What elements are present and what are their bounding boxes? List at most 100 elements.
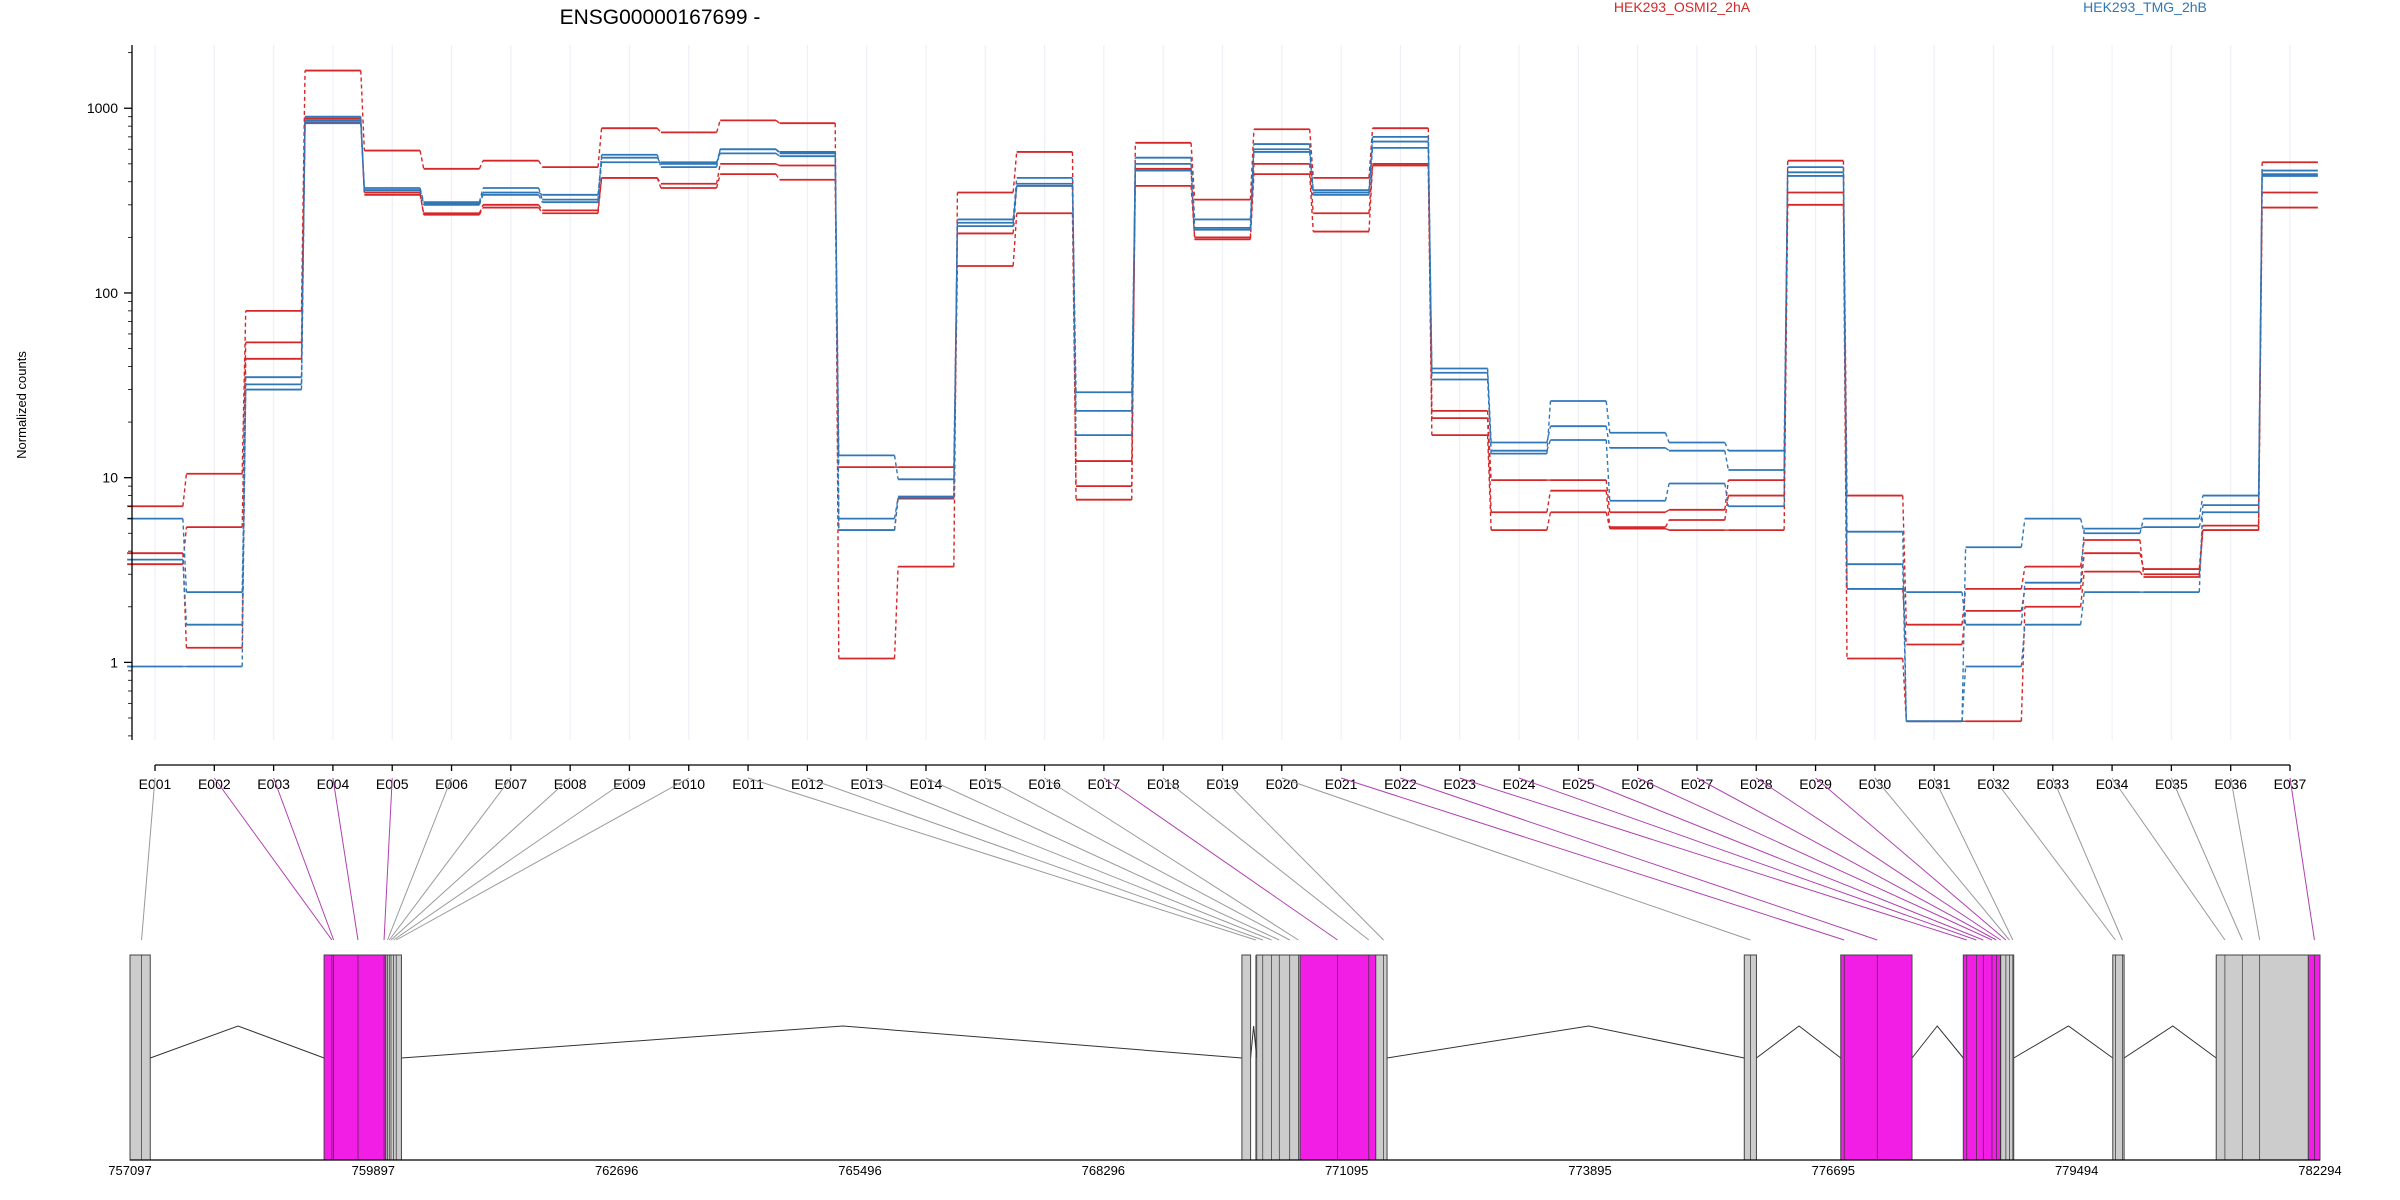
data-connector bbox=[478, 207, 484, 216]
genomic-coord-label-776695: 776695 bbox=[1812, 1163, 1855, 1178]
exon-map-line-e006 bbox=[387, 777, 452, 941]
x-tick-label-e031: E031 bbox=[1918, 776, 1951, 792]
data-connector bbox=[1546, 490, 1552, 513]
genomic-coord-label-762696: 762696 bbox=[595, 1163, 638, 1178]
data-connector bbox=[1605, 400, 1611, 433]
data-connector bbox=[2020, 624, 2026, 667]
data-connector bbox=[1665, 447, 1670, 452]
x-tick-label-e026: E026 bbox=[1621, 776, 1654, 792]
y-axis-label: Normalized counts bbox=[14, 351, 29, 459]
x-tick-label-e017: E017 bbox=[1088, 776, 1121, 792]
intron-connector bbox=[1386, 1025, 1745, 1059]
exon-block bbox=[129, 954, 151, 1161]
exon-map-line-e007 bbox=[388, 777, 512, 941]
chart-title: ENSG00000167699 - bbox=[560, 6, 761, 29]
data-connector bbox=[538, 160, 543, 168]
exon-map-line-e009 bbox=[393, 777, 630, 941]
data-connector bbox=[1961, 592, 1967, 625]
genomic-coord-label-757097: 757097 bbox=[108, 1163, 151, 1178]
x-tick-label-e023: E023 bbox=[1443, 776, 1476, 792]
y-tick-label-1: 1 bbox=[110, 654, 118, 670]
data-connector bbox=[182, 559, 188, 625]
data-connector bbox=[1902, 588, 1907, 593]
data-connector bbox=[715, 173, 721, 189]
x-tick-label-e013: E013 bbox=[850, 776, 883, 792]
data-connector bbox=[2020, 606, 2026, 722]
data-connector bbox=[1902, 564, 1907, 722]
data-connector bbox=[715, 149, 721, 165]
x-tick-label-e008: E008 bbox=[554, 776, 587, 792]
data-connector bbox=[1190, 142, 1196, 200]
data-connector bbox=[656, 177, 662, 189]
data-connector bbox=[1664, 519, 1670, 528]
exon-block bbox=[1299, 954, 1377, 1161]
data-connector bbox=[2198, 495, 2204, 519]
x-tick-label-e002: E002 bbox=[198, 776, 231, 792]
x-tick-label-e024: E024 bbox=[1503, 776, 1536, 792]
data-connector bbox=[2198, 512, 2204, 528]
exon-map-line-e018 bbox=[1162, 777, 1370, 941]
exon-map-line-e023 bbox=[1459, 777, 1967, 941]
exon-block bbox=[1241, 954, 1252, 1161]
data-connector bbox=[2020, 582, 2026, 625]
data-connector bbox=[182, 527, 188, 565]
x-tick-label-e034: E034 bbox=[2096, 776, 2129, 792]
exon-map-line-e019 bbox=[1222, 777, 1384, 941]
exon-block bbox=[323, 954, 387, 1161]
exon-map-line-e030 bbox=[1874, 777, 2010, 941]
data-connector bbox=[1486, 435, 1492, 531]
data-connector bbox=[834, 156, 840, 456]
data-connector bbox=[360, 120, 366, 191]
exon-map-line-e025 bbox=[1578, 777, 1984, 941]
genomic-coord-label-782294: 782294 bbox=[2298, 1163, 2341, 1178]
data-connector bbox=[1902, 495, 1907, 625]
data-connector bbox=[1546, 400, 1552, 454]
data-connector bbox=[1961, 666, 1967, 722]
series-tmg-5 bbox=[127, 115, 2318, 626]
data-connector bbox=[419, 192, 425, 215]
data-connector bbox=[300, 70, 306, 311]
data-connector bbox=[775, 163, 780, 167]
data-connector bbox=[1486, 418, 1492, 513]
intron-connector bbox=[2123, 1025, 2217, 1059]
x-tick-label-e029: E029 bbox=[1799, 776, 1832, 792]
data-connector bbox=[1012, 213, 1018, 267]
data-connector bbox=[1427, 141, 1433, 380]
data-connector bbox=[1308, 163, 1314, 214]
exon-map-line-e016 bbox=[1044, 777, 1299, 941]
gridlines bbox=[154, 45, 2291, 740]
data-connector bbox=[1783, 175, 1789, 507]
data-connector bbox=[360, 116, 366, 191]
intron-connector bbox=[1756, 1025, 1842, 1059]
data-connector bbox=[419, 150, 425, 169]
data-connector bbox=[241, 310, 247, 474]
data-connector bbox=[1190, 163, 1196, 228]
exon-block bbox=[2215, 954, 2309, 1161]
exon-map-line-e029 bbox=[1815, 777, 2007, 941]
genomic-coord-label-773895: 773895 bbox=[1568, 1163, 1611, 1178]
x-tick-label-e016: E016 bbox=[1028, 776, 1061, 792]
exon-map-line-e003 bbox=[273, 777, 335, 941]
genomic-coord-label-768296: 768296 bbox=[1082, 1163, 1125, 1178]
data-connector bbox=[2139, 571, 2145, 578]
x-tick-label-e001: E001 bbox=[139, 776, 172, 792]
data-connector bbox=[1664, 483, 1670, 501]
data-connector bbox=[1249, 144, 1255, 230]
data-connector bbox=[775, 148, 780, 153]
data-connector bbox=[1486, 379, 1492, 451]
data-connector bbox=[1605, 480, 1611, 513]
data-connector bbox=[2139, 526, 2144, 530]
x-tick-label-e015: E015 bbox=[969, 776, 1002, 792]
exon-map-line-e015 bbox=[985, 777, 1290, 941]
exon-block bbox=[2000, 954, 2015, 1161]
x-tick-label-e010: E010 bbox=[672, 776, 705, 792]
data-connector bbox=[2079, 553, 2085, 589]
data-connector bbox=[538, 187, 543, 200]
data-connector bbox=[478, 204, 484, 214]
data-connector bbox=[1308, 129, 1314, 178]
exon-map-line-e012 bbox=[807, 777, 1263, 941]
exon-map-line-e028 bbox=[1755, 777, 2001, 941]
exon-map-line-e032 bbox=[1993, 777, 2116, 941]
data-connector bbox=[1605, 490, 1611, 528]
